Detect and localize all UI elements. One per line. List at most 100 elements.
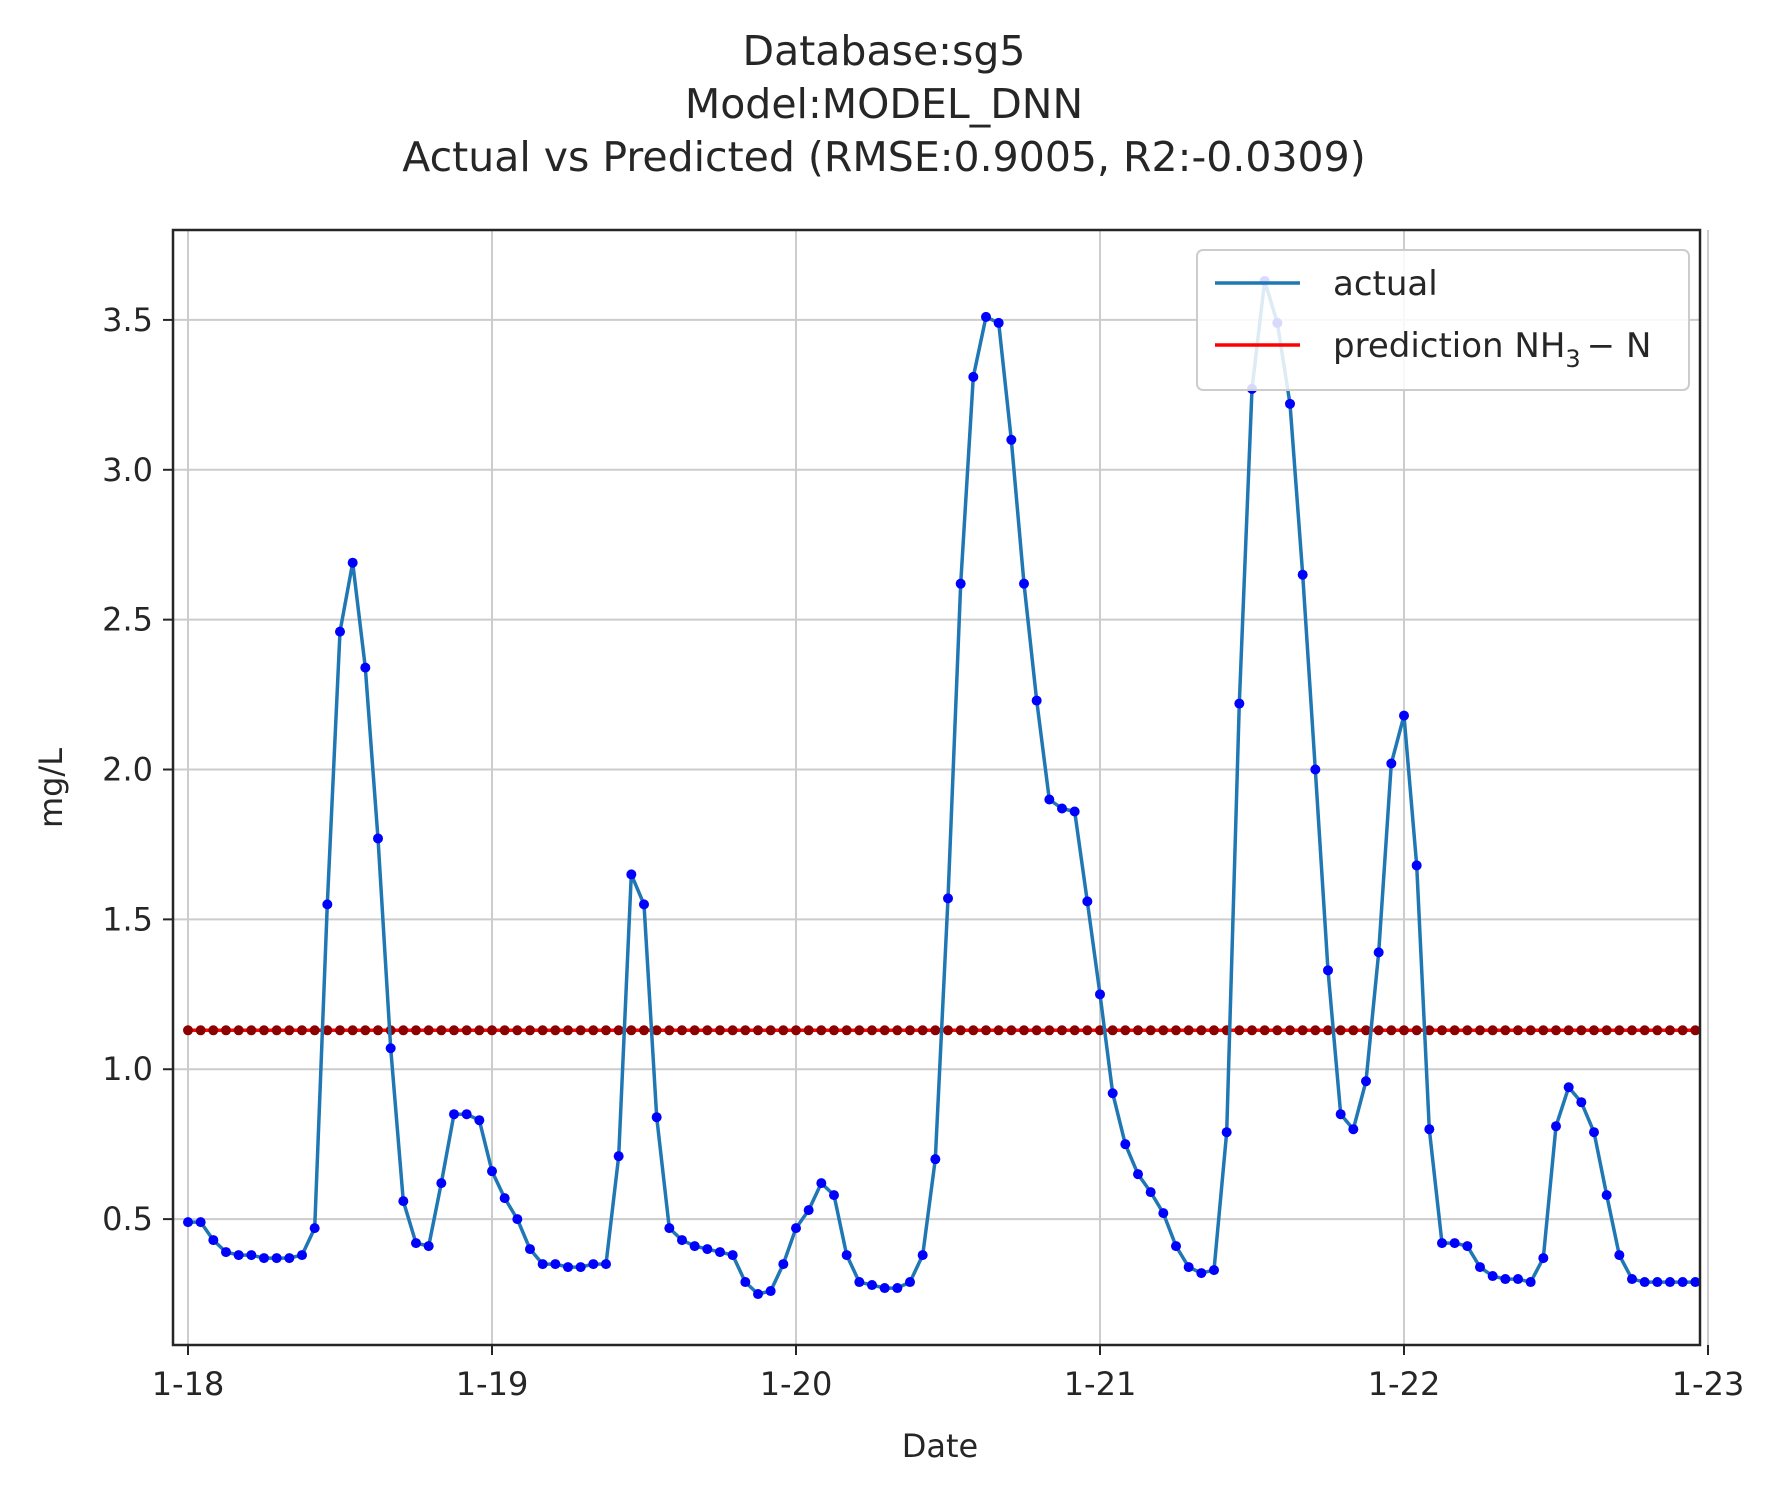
- data-point-actual: [715, 1247, 725, 1258]
- data-point-prediction: [1145, 1025, 1156, 1036]
- data-point-prediction: [841, 1025, 852, 1036]
- data-point-prediction: [1665, 1025, 1675, 1036]
- chart-title: Database:sg5 Model:MODEL_DNN Actual vs P…: [402, 27, 1365, 181]
- data-point-actual: [246, 1250, 257, 1261]
- legend-label-prediction-subscript: 3: [1565, 345, 1580, 373]
- data-point-prediction: [1690, 1025, 1701, 1036]
- data-point-actual: [1411, 860, 1422, 871]
- data-point-prediction: [309, 1025, 320, 1036]
- data-point-actual: [1095, 989, 1105, 1000]
- data-point-prediction: [1487, 1025, 1498, 1036]
- data-point-actual: [487, 1166, 497, 1177]
- data-point-actual: [297, 1250, 307, 1261]
- data-point-actual: [1449, 1238, 1460, 1249]
- data-point-prediction: [1551, 1025, 1561, 1036]
- data-point-actual: [423, 1241, 434, 1252]
- data-point-prediction: [1247, 1025, 1257, 1036]
- data-point-actual: [626, 869, 637, 880]
- data-point-prediction: [461, 1025, 472, 1036]
- data-point-prediction: [1335, 1025, 1346, 1036]
- title-line-database: Database:sg5: [743, 27, 1026, 75]
- data-point-actual: [1069, 806, 1080, 817]
- data-point-prediction: [829, 1025, 839, 1036]
- data-point-prediction: [1209, 1025, 1219, 1036]
- data-point-actual: [1462, 1241, 1473, 1252]
- data-point-prediction: [626, 1025, 637, 1036]
- data-point-prediction: [1589, 1025, 1599, 1036]
- y-tick-label: 2.5: [102, 601, 153, 639]
- data-point-prediction: [563, 1025, 573, 1036]
- data-point-prediction: [221, 1025, 231, 1036]
- data-point-actual: [1576, 1097, 1587, 1108]
- data-point-actual: [309, 1223, 320, 1234]
- data-point-prediction: [816, 1025, 827, 1036]
- data-point-prediction: [753, 1025, 763, 1036]
- data-point-prediction: [1424, 1025, 1435, 1036]
- data-point-actual: [981, 311, 991, 322]
- data-point-prediction: [411, 1025, 421, 1036]
- data-point-prediction: [879, 1025, 890, 1036]
- data-point-prediction: [423, 1025, 434, 1036]
- plot-area: [183, 275, 1701, 1300]
- axes-frame: [171, 228, 1702, 1347]
- data-point-prediction: [1361, 1025, 1371, 1036]
- data-point-actual: [1525, 1277, 1536, 1288]
- data-point-actual: [271, 1253, 282, 1264]
- data-point-prediction: [1006, 1025, 1017, 1036]
- data-point-actual: [727, 1250, 738, 1261]
- data-point-prediction: [398, 1025, 409, 1036]
- data-point-actual: [411, 1238, 421, 1249]
- data-point-actual: [993, 317, 1004, 328]
- data-point-actual: [183, 1217, 193, 1228]
- data-point-actual: [1209, 1265, 1219, 1276]
- data-point-prediction: [1614, 1025, 1625, 1036]
- data-point-actual: [1614, 1250, 1625, 1261]
- data-point-prediction: [778, 1025, 789, 1036]
- data-point-actual: [322, 899, 333, 910]
- data-point-prediction: [284, 1025, 295, 1036]
- data-point-prediction: [664, 1025, 675, 1036]
- data-point-prediction: [233, 1025, 244, 1036]
- data-point-actual: [740, 1277, 751, 1288]
- data-point-prediction: [677, 1025, 687, 1036]
- data-point-actual: [360, 662, 371, 673]
- data-point-prediction: [905, 1025, 915, 1036]
- title-line-model: Model:MODEL_DNN: [685, 80, 1083, 128]
- data-point-actual: [854, 1277, 865, 1288]
- data-point-prediction: [550, 1025, 561, 1036]
- data-point-actual: [1639, 1277, 1650, 1288]
- data-point-actual: [449, 1109, 459, 1120]
- data-point-prediction: [373, 1025, 383, 1036]
- y-tick-label: 3.5: [102, 301, 153, 339]
- legend: actual prediction NH3− N: [1196, 249, 1690, 391]
- data-point-prediction: [1095, 1025, 1105, 1036]
- data-point-prediction: [1057, 1025, 1067, 1036]
- data-point-actual: [1500, 1274, 1511, 1285]
- data-point-prediction: [727, 1025, 738, 1036]
- data-point-actual: [778, 1259, 789, 1270]
- data-point-prediction: [1500, 1025, 1511, 1036]
- data-point-prediction: [525, 1025, 535, 1036]
- data-point-actual: [689, 1241, 700, 1252]
- x-tick-label: 1-21: [1064, 1365, 1137, 1403]
- data-point-actual: [765, 1286, 776, 1297]
- data-point-actual: [1107, 1088, 1118, 1099]
- data-point-prediction: [1120, 1025, 1131, 1036]
- grid-lines: [173, 230, 1709, 1345]
- data-point-actual: [1589, 1127, 1599, 1138]
- data-point-actual: [512, 1214, 523, 1225]
- data-point-prediction: [765, 1025, 776, 1036]
- data-point-prediction: [993, 1025, 1004, 1036]
- data-point-actual: [1006, 434, 1017, 445]
- data-point-actual: [335, 626, 345, 637]
- data-point-actual: [803, 1205, 814, 1216]
- data-point-actual: [791, 1223, 801, 1234]
- data-point-prediction: [702, 1025, 713, 1036]
- x-tick-label: 1-19: [456, 1365, 529, 1403]
- data-point-prediction: [639, 1025, 649, 1036]
- data-point-actual: [1538, 1253, 1549, 1264]
- data-point-actual: [1120, 1139, 1131, 1150]
- data-point-actual: [702, 1244, 713, 1255]
- data-point-actual: [943, 893, 953, 904]
- y-tick-label: 3.0: [102, 451, 153, 489]
